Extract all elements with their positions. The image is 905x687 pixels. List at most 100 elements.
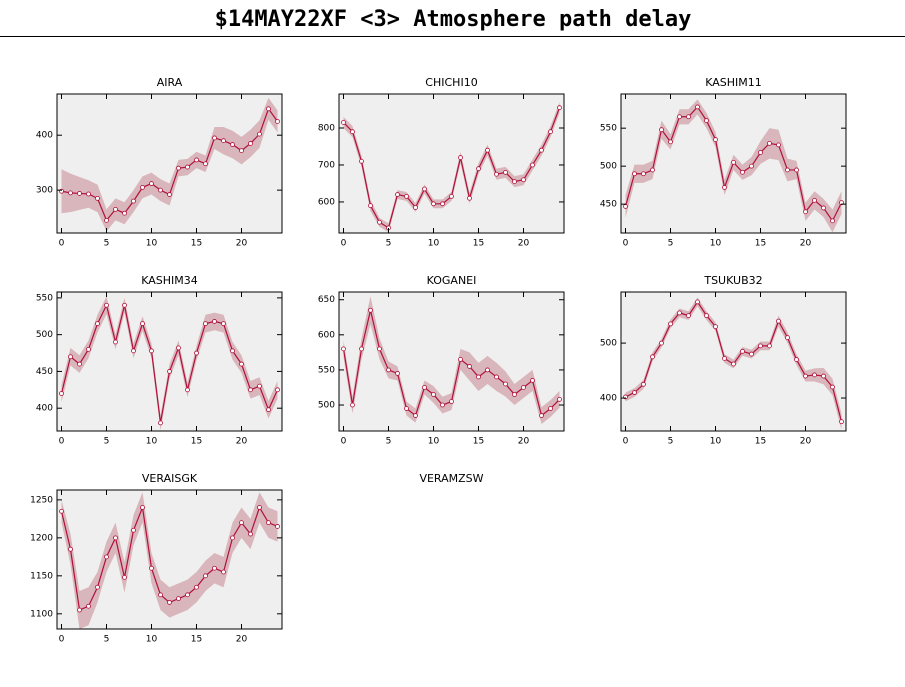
point: [641, 171, 646, 177]
point: [485, 367, 490, 373]
x-tick-label: 10: [710, 437, 722, 447]
point: [167, 600, 172, 605]
x-tick-label: 20: [518, 437, 530, 447]
x-tick-label: 20: [800, 437, 812, 447]
x-tick-label: 5: [104, 635, 110, 645]
x-tick-label: 0: [341, 437, 347, 447]
point: [113, 206, 118, 212]
point: [257, 383, 262, 389]
x-tick-label: 15: [473, 239, 484, 249]
y-tick-label: 600: [318, 330, 335, 340]
point: [212, 319, 217, 324]
point: [203, 161, 208, 167]
point: [359, 158, 364, 164]
point: [548, 406, 553, 411]
point: [95, 195, 100, 201]
point: [203, 321, 208, 327]
point: [758, 343, 763, 349]
point: [557, 397, 562, 402]
panel-title: KASHIM34: [141, 274, 198, 287]
y-tick-label: 400: [36, 404, 53, 414]
x-tick-label: 20: [236, 635, 248, 645]
point: [623, 204, 628, 209]
point: [131, 348, 136, 354]
point: [221, 138, 226, 144]
x-tick-label: 5: [104, 437, 110, 447]
point: [686, 313, 691, 319]
point: [722, 185, 727, 190]
x-tick-label: 10: [428, 437, 440, 447]
x-tick-label: 15: [755, 437, 766, 447]
point: [521, 385, 526, 390]
point: [68, 190, 73, 196]
point: [341, 346, 346, 352]
point: [512, 179, 517, 185]
y-tick-label: 1150: [30, 571, 53, 581]
point: [167, 369, 172, 374]
y-tick-label: 450: [600, 200, 617, 210]
point: [140, 184, 145, 190]
point: [776, 142, 781, 148]
point: [194, 584, 199, 590]
point: [803, 373, 808, 379]
point: [113, 535, 118, 541]
plot-frame: [338, 291, 565, 432]
point: [77, 361, 82, 367]
point: [686, 114, 691, 120]
plot-frame: [56, 291, 283, 432]
point: [449, 194, 454, 199]
point: [95, 584, 100, 590]
point: [695, 299, 700, 305]
error-band: [61, 296, 278, 431]
point: [131, 527, 136, 533]
point: [185, 164, 190, 170]
point: [377, 219, 382, 225]
point: [104, 554, 109, 560]
point: [131, 198, 136, 204]
x-tick-label: 10: [428, 239, 440, 249]
point: [248, 531, 253, 537]
point: [68, 354, 73, 360]
point: [830, 218, 835, 224]
point: [230, 142, 235, 147]
point: [149, 565, 154, 571]
point: [248, 387, 253, 393]
point: [521, 177, 526, 183]
x-tick-label: 0: [59, 239, 65, 249]
x-tick-label: 15: [473, 437, 484, 447]
y-tick-label: 1100: [30, 609, 53, 619]
point: [158, 187, 163, 193]
point: [539, 147, 544, 153]
x-tick-label: 10: [146, 635, 158, 645]
point: [740, 169, 745, 175]
point: [122, 302, 127, 308]
x-tick-label: 0: [623, 239, 629, 249]
plot-frame: [56, 489, 283, 630]
point: [812, 197, 817, 203]
point: [839, 419, 844, 425]
y-tick-label: 1200: [30, 533, 53, 543]
panel-title: KASHIM11: [705, 76, 762, 89]
point: [668, 321, 673, 327]
panel-title: CHICHI10: [425, 76, 477, 89]
point: [194, 350, 199, 356]
point: [695, 104, 700, 110]
plot-area: [57, 292, 282, 431]
point: [248, 141, 253, 146]
point: [794, 167, 799, 173]
point: [821, 373, 826, 379]
y-tick-label: 450: [36, 367, 53, 377]
point: [830, 384, 835, 390]
point: [641, 381, 646, 387]
point: [266, 106, 271, 112]
point: [86, 346, 91, 352]
point: [713, 137, 718, 142]
point: [149, 348, 154, 354]
point: [776, 318, 781, 324]
plot-frame: [620, 93, 847, 234]
point: [275, 119, 280, 124]
point: [359, 346, 364, 352]
plot-frame: [338, 93, 565, 234]
point: [821, 205, 826, 211]
x-tick-label: 0: [59, 437, 65, 447]
